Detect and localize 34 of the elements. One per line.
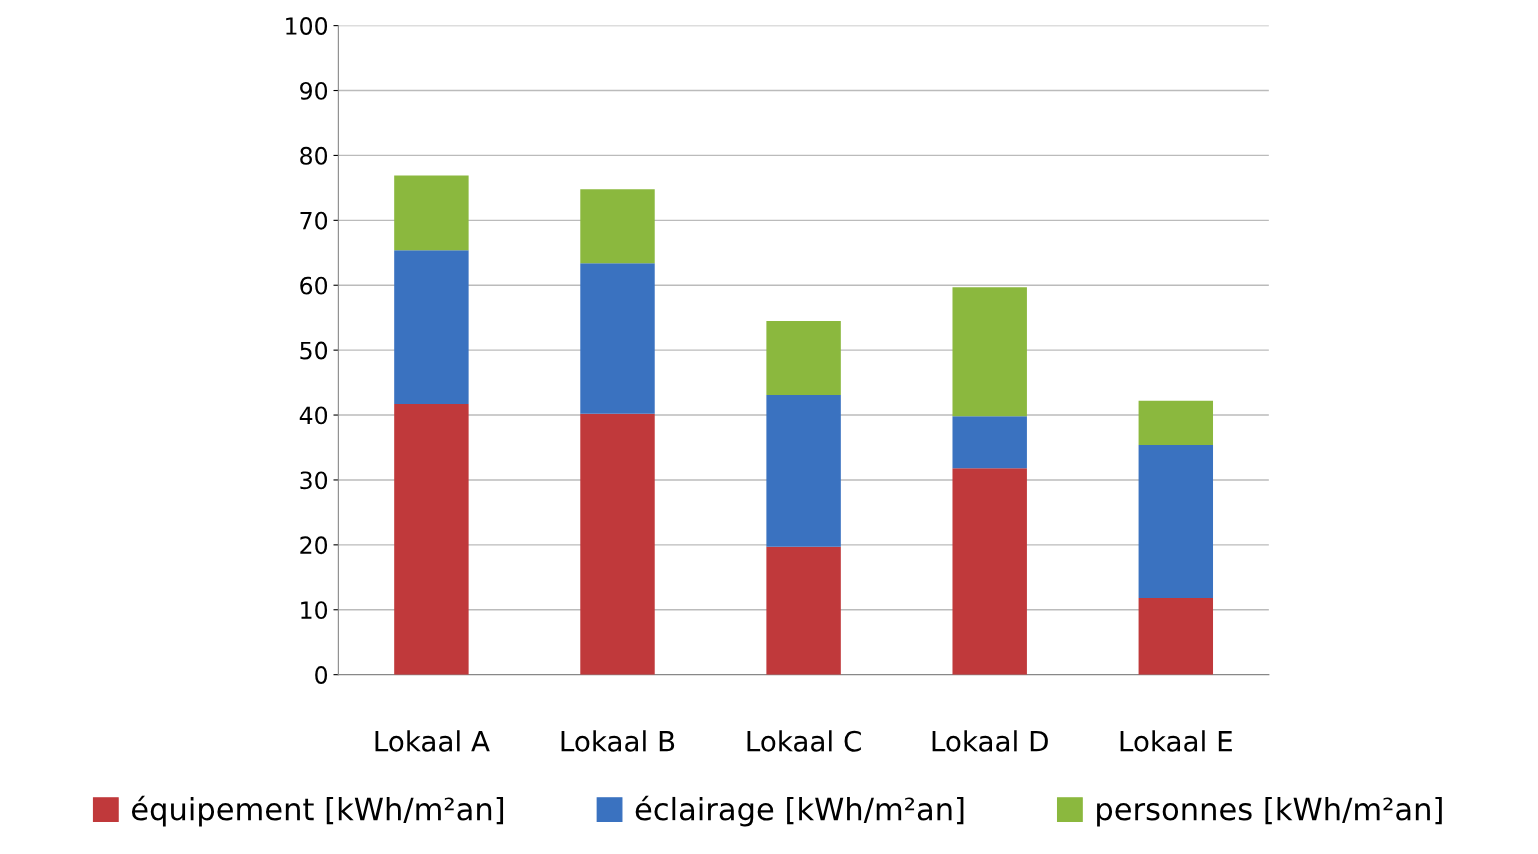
bar xyxy=(394,250,469,405)
y-tick-label: 60 xyxy=(300,276,328,295)
bar xyxy=(766,394,841,547)
bar xyxy=(580,263,655,414)
x-tick-label: Lokaal C xyxy=(747,730,861,752)
y-tick-label: 100 xyxy=(286,17,328,35)
bar xyxy=(952,468,1027,675)
y-tick-label: 80 xyxy=(300,146,328,165)
bar xyxy=(766,320,841,395)
y-tick-label: 40 xyxy=(299,406,328,425)
x-tick-label: Lokaal D xyxy=(932,730,1048,752)
y-tick-label: 30 xyxy=(300,471,328,490)
x-tick-label: Lokaal E xyxy=(1120,730,1232,752)
bar xyxy=(394,175,469,251)
y-tick-label: 20 xyxy=(300,536,328,555)
bar xyxy=(1138,444,1214,599)
x-tick-label: Lokaal A xyxy=(375,730,490,752)
y-tick-label: 70 xyxy=(300,211,328,230)
bar xyxy=(952,287,1027,417)
legend-label: éclairage [kWh/m²an] xyxy=(635,795,964,827)
bar xyxy=(1138,400,1214,445)
y-tick-label: 50 xyxy=(300,341,328,360)
y-tick-label: 10 xyxy=(301,601,328,620)
bar xyxy=(394,404,469,675)
bar xyxy=(580,189,655,264)
bar xyxy=(766,546,841,675)
y-tick-label: 90 xyxy=(300,81,328,100)
bar xyxy=(1138,598,1214,675)
bar xyxy=(952,416,1027,469)
legend-label: équipement [kWh/m²an] xyxy=(131,795,504,827)
x-tick-label: Lokaal B xyxy=(561,730,675,752)
y-tick-label: 0 xyxy=(315,666,328,684)
legend-label: personnes [kWh/m²an] xyxy=(1097,796,1442,827)
bar xyxy=(580,413,655,675)
